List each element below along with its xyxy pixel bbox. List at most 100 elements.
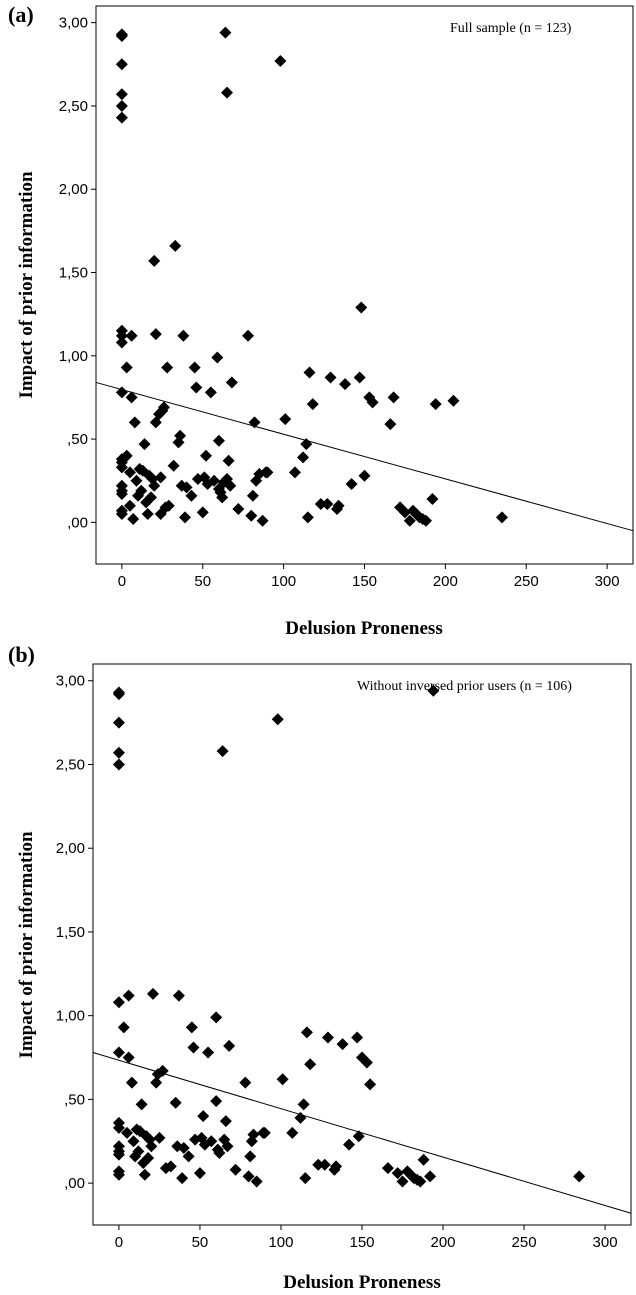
data-point: [336, 1038, 349, 1051]
x-tick-label: 150: [349, 1234, 374, 1251]
y-tick-label: 3,00: [59, 15, 88, 32]
scatter-chart-a: (a) Full sample (n = 123) 0 50 100 150 200 25…: [8, 2, 634, 639]
data-point: [115, 336, 128, 349]
panel-label: (b): [8, 642, 35, 667]
data-point: [318, 1158, 331, 1171]
data-point: [157, 401, 170, 414]
data-point: [188, 361, 201, 374]
data-point: [202, 1046, 215, 1059]
data-point: [364, 1078, 377, 1091]
data-point: [153, 1131, 166, 1144]
data-point: [161, 361, 174, 374]
data-point: [187, 1041, 200, 1054]
data-point: [212, 434, 225, 447]
data-point: [271, 713, 284, 726]
data-points: [112, 684, 586, 1188]
x-tick-label: 100: [268, 1234, 293, 1251]
data-point: [381, 1162, 394, 1175]
data-point: [314, 498, 327, 511]
data-point: [208, 474, 221, 487]
data-point: [404, 1168, 417, 1181]
data-point: [112, 1121, 125, 1134]
data-point: [394, 501, 407, 514]
data-point: [195, 1131, 208, 1144]
data-point: [127, 1135, 140, 1148]
data-point: [142, 1152, 155, 1165]
x-tick-label: 250: [512, 1234, 537, 1251]
data-point: [429, 398, 442, 411]
data-point: [146, 987, 159, 1000]
data-point: [324, 371, 337, 384]
y-tick-label: 2,00: [56, 840, 85, 857]
x-axis-title: Delusion Proneness: [283, 1272, 440, 1293]
data-point: [427, 684, 440, 697]
data-point: [122, 989, 135, 1002]
x-axis-title: Delusion Proneness: [285, 618, 442, 639]
data-point: [232, 503, 245, 516]
data-point: [120, 361, 133, 374]
data-point: [343, 1138, 356, 1151]
y-axis-title: Impact of prior information: [16, 171, 37, 399]
data-point: [135, 484, 148, 497]
data-point: [133, 1125, 146, 1138]
data-point: [130, 474, 143, 487]
regression-line: [95, 381, 634, 532]
data-point: [122, 1051, 135, 1064]
y-tick-label: ,50: [64, 1091, 85, 1108]
data-point: [417, 1153, 430, 1166]
data-point: [180, 481, 193, 494]
data-point: [154, 471, 167, 484]
data-point: [345, 478, 358, 491]
data-point: [177, 329, 190, 342]
data-point: [219, 1115, 232, 1128]
data-point: [351, 1031, 364, 1044]
regression-line: [92, 1052, 632, 1214]
data-point: [297, 1098, 310, 1111]
data-point: [224, 479, 237, 492]
data-point: [199, 449, 212, 462]
data-point: [321, 498, 334, 511]
data-point: [185, 1021, 198, 1034]
data-point: [190, 381, 203, 394]
y-tick-label: ,00: [64, 1175, 85, 1192]
data-point: [112, 688, 125, 701]
data-point: [141, 508, 154, 521]
y-tick-label: 2,50: [56, 756, 85, 773]
y-tick-label: 1,00: [56, 1008, 85, 1025]
axis-ticks: 0 50 100 150 200 250 300 ,00 ,50 1,00 1,50 2,00 2,50…: [56, 673, 618, 1251]
x-tick-label: 200: [431, 1234, 456, 1251]
data-point: [403, 514, 416, 527]
data-point: [115, 386, 128, 399]
data-point: [115, 329, 128, 342]
plot-frame: [92, 663, 632, 1226]
data-point: [358, 469, 371, 482]
data-point: [117, 1021, 130, 1034]
data-point: [182, 1150, 195, 1163]
data-point: [178, 511, 191, 524]
y-tick-label: 2,00: [59, 181, 88, 198]
data-point: [246, 489, 259, 502]
data-point: [332, 499, 345, 512]
data-point: [123, 499, 136, 512]
data-point: [355, 301, 368, 314]
data-point: [128, 416, 141, 429]
data-point: [447, 394, 460, 407]
data-point: [150, 1076, 163, 1089]
data-point: [414, 1175, 427, 1188]
data-point: [120, 449, 133, 462]
data-point: [239, 1076, 252, 1089]
data-point: [125, 391, 138, 404]
data-point: [245, 509, 258, 522]
data-point: [242, 1170, 255, 1183]
data-point: [115, 29, 128, 42]
data-point: [419, 514, 432, 527]
data-point: [148, 254, 161, 267]
data-point: [297, 451, 310, 464]
data-point: [211, 351, 224, 364]
data-point: [115, 58, 128, 71]
data-point: [135, 1098, 148, 1111]
data-point: [387, 391, 400, 404]
y-tick-label: 3,00: [56, 673, 85, 690]
data-point: [112, 758, 125, 771]
data-point: [205, 1135, 218, 1148]
